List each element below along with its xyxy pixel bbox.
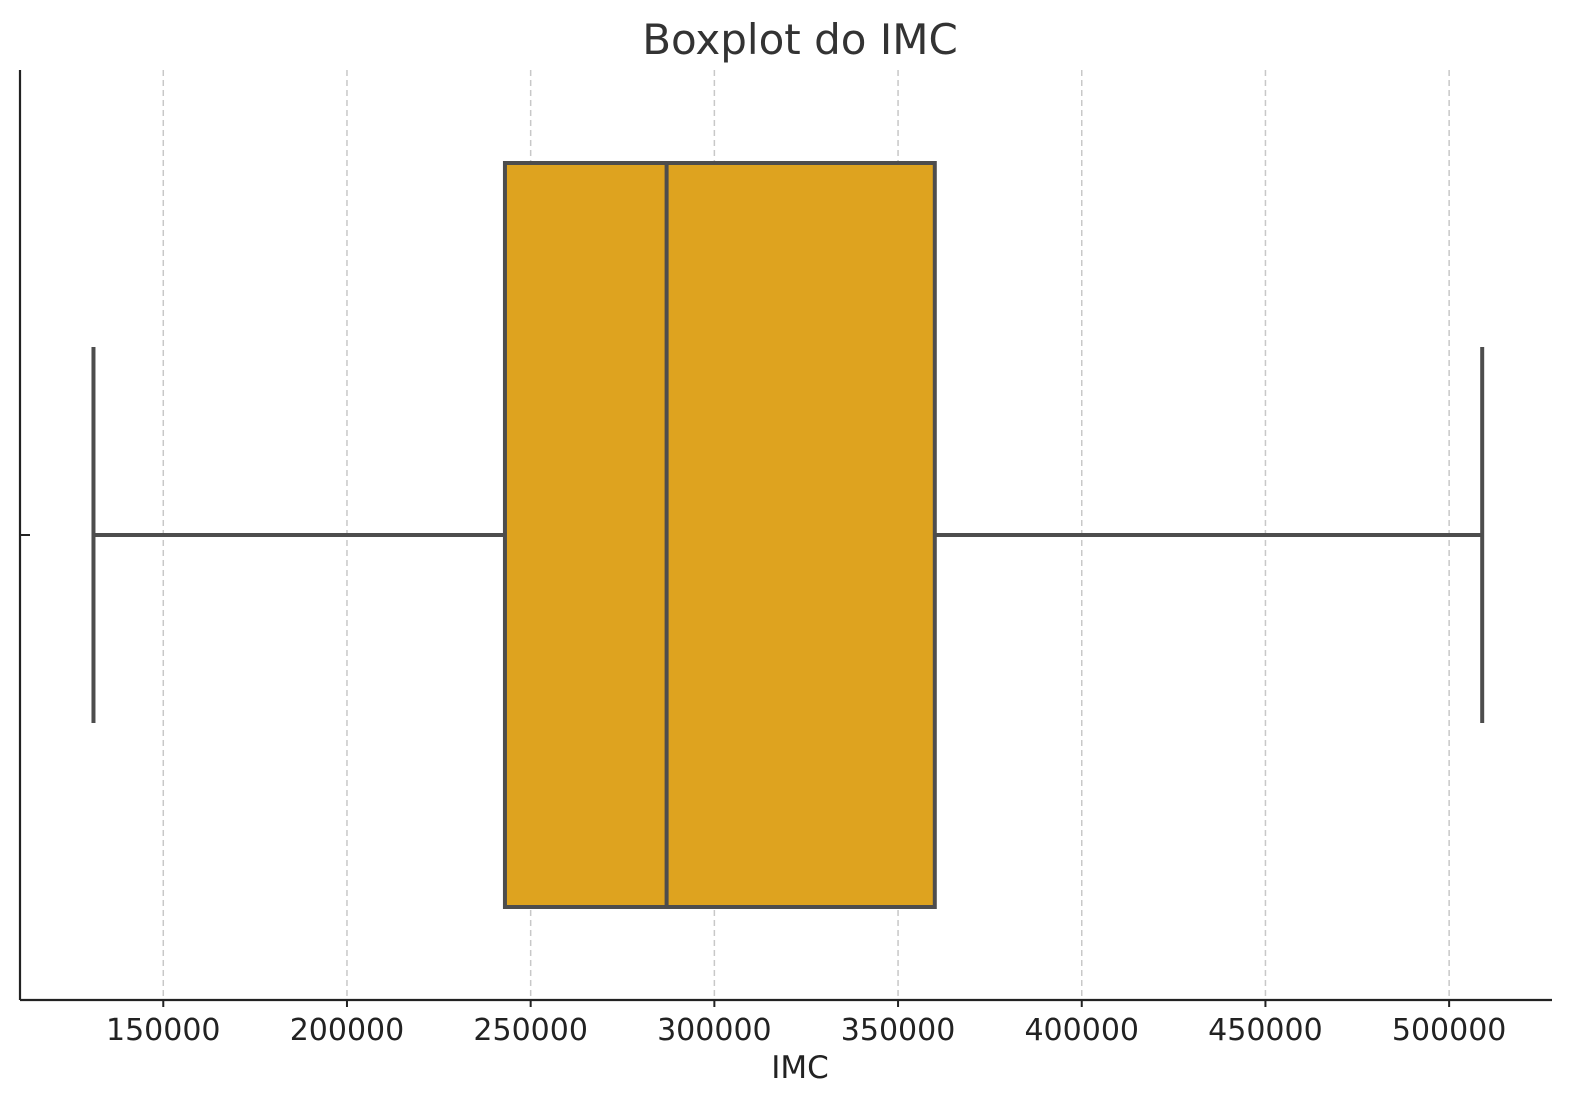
x-axis-label: IMC	[771, 1050, 829, 1086]
x-tick-labels: 150000 200000 250000 300000 350000 400000 4500…	[106, 1013, 1506, 1048]
x-tick-label-150000: 150000	[106, 1013, 221, 1048]
axes	[18, 70, 1552, 1007]
chart-title: Boxplot do IMC	[642, 15, 958, 64]
x-tick-label-400000: 400000	[1024, 1013, 1139, 1048]
x-tick-label-300000: 300000	[657, 1013, 772, 1048]
x-tick-label-450000: 450000	[1208, 1013, 1323, 1048]
boxplot	[91, 161, 1485, 909]
x-tick-label-250000: 250000	[473, 1013, 588, 1048]
box-iqr	[502, 161, 937, 909]
x-tick-label-350000: 350000	[841, 1013, 956, 1048]
x-tick-label-200000: 200000	[290, 1013, 405, 1048]
x-tick-label-500000: 500000	[1392, 1013, 1507, 1048]
